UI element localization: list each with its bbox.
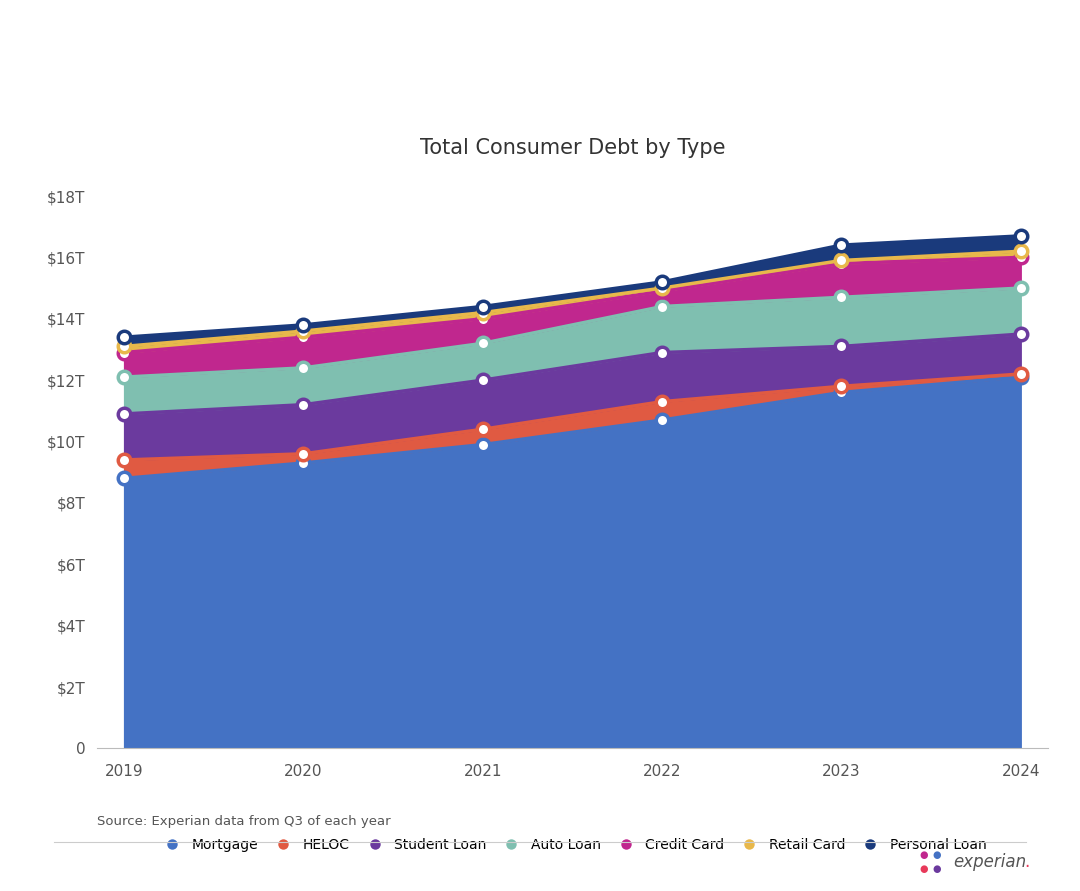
Text: experian: experian (954, 854, 1027, 871)
Text: ●: ● (932, 850, 941, 861)
Text: ●: ● (932, 863, 941, 874)
Text: Source: Experian data from Q3 of each year: Source: Experian data from Q3 of each ye… (97, 815, 391, 829)
Text: .: . (1024, 854, 1029, 871)
Legend: Mortgage, HELOC, Student Loan, Auto Loan, Credit Card, Retail Card, Personal Loa: Mortgage, HELOC, Student Loan, Auto Loan… (152, 833, 993, 858)
Title: Total Consumer Debt by Type: Total Consumer Debt by Type (420, 138, 725, 159)
Text: ●: ● (919, 850, 928, 861)
Text: ●: ● (919, 863, 928, 874)
